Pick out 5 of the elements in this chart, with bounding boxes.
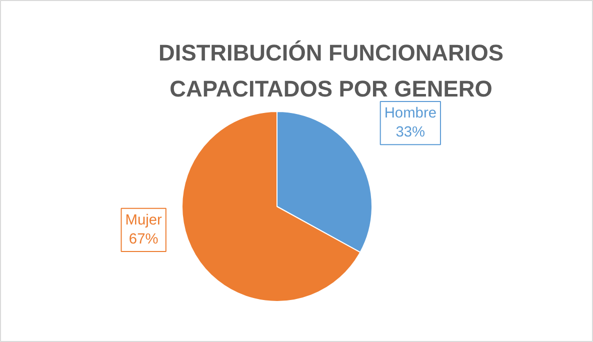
slice-label: Hombre [384,105,436,122]
data-label: 67% [128,232,158,248]
data-label: 33% [396,124,426,141]
slice-label: Mujer [125,212,162,228]
chart-title: DISTRIBUCIÓN FUNCIONARIOS CAPACITADOS POR GENERO [158,40,504,102]
